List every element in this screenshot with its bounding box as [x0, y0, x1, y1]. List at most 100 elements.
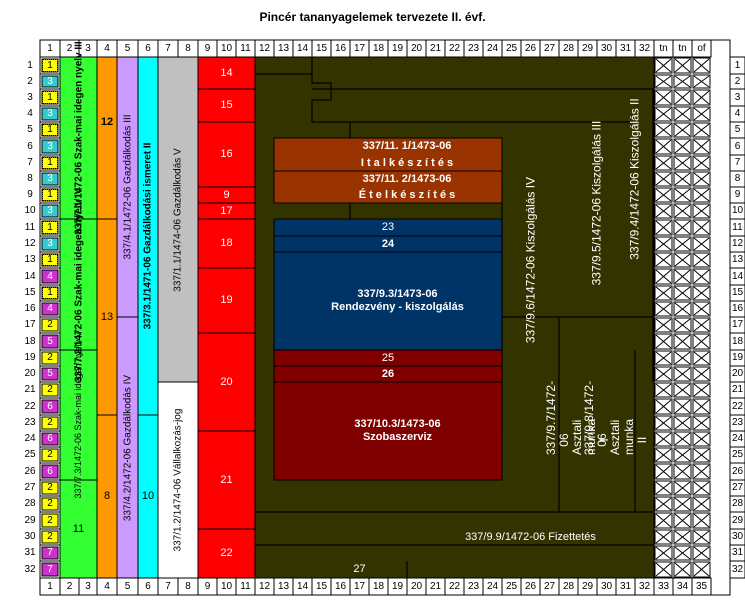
column-header-17: 17: [353, 42, 366, 54]
row-number-left: 16: [24, 303, 36, 315]
x-mark: [655, 237, 672, 251]
small-cell-value: 3: [47, 75, 53, 87]
row-number-left: 28: [24, 498, 36, 510]
x-mark: [655, 383, 672, 397]
block-26-label: 26: [381, 367, 395, 380]
small-cell-value: 6: [47, 465, 53, 477]
row-number-right: 32: [731, 563, 744, 575]
row-number-right: 15: [731, 287, 744, 299]
gazd4-label: 337/4.2/1472-06 Gazdálkodás IV: [122, 374, 133, 521]
row-number-right: 21: [731, 384, 744, 396]
x-mark: [674, 464, 691, 479]
column-header-25: 25: [505, 42, 518, 54]
red-block-22: [197, 528, 256, 579]
bracket-top: [255, 57, 332, 122]
block-11: [59, 479, 98, 579]
x-mark: [693, 156, 710, 170]
row-number-right: 19: [731, 352, 744, 364]
row-number-right: 18: [731, 335, 744, 347]
x-mark: [655, 481, 672, 495]
szobaszerviz-label: 337/10.3/1473-06 Szobaszerviz: [354, 418, 441, 443]
red-block-19: [197, 267, 256, 334]
column-header-26: 26: [524, 42, 537, 54]
x-mark: [693, 513, 710, 528]
column-footer-35: 35: [695, 580, 708, 592]
column-header-21: 21: [429, 42, 442, 54]
column-header-30: 30: [600, 42, 613, 54]
gazd3-label: 337/4.1/1472-06 Gazdálkodás III: [122, 114, 133, 260]
x-mark: [674, 253, 691, 267]
column-footer-32: 32: [638, 580, 651, 592]
row-number-right: 30: [731, 531, 744, 543]
x-mark: [674, 302, 691, 316]
row-number-left: 20: [24, 368, 36, 380]
row-number-right: 31: [731, 547, 744, 559]
small-cell: [41, 481, 59, 495]
small-cell: [41, 107, 59, 121]
etel-code: 337/11. 2/1473-06: [362, 172, 452, 185]
column-footer-33: 33: [657, 580, 670, 592]
small-cell-value: 2: [47, 482, 53, 494]
small-cell-value: 2: [47, 531, 53, 543]
column-header-23: 23: [467, 42, 480, 54]
block-24-label: 24: [381, 237, 395, 250]
column-footer-10: 10: [220, 580, 233, 592]
block-25-label: 25: [381, 351, 395, 364]
x-mark: [655, 318, 672, 332]
vallalkozas-label: 337/1.2/1474-06 Vállalkozás-jog: [172, 408, 184, 552]
x-mark: [674, 334, 691, 349]
column-header-32: 32: [638, 42, 651, 54]
x-mark: [674, 432, 691, 446]
x-mark: [674, 286, 691, 300]
column-header-22: 22: [448, 42, 461, 54]
x-mark: [674, 123, 691, 137]
x-mark: [674, 75, 691, 88]
x-mark: [693, 90, 710, 105]
small-cell: [41, 334, 59, 349]
small-cell: [41, 237, 59, 251]
gazd5-block: [157, 56, 199, 383]
x-mark: [674, 448, 691, 462]
small-cell-value: 3: [47, 108, 53, 120]
row-number-right: 26: [731, 465, 744, 477]
row-number-right: 1: [734, 59, 741, 71]
red-block-label-14: 14: [220, 66, 233, 79]
x-mark: [674, 188, 691, 202]
row-number-left: 17: [24, 319, 36, 331]
x-mark: [674, 139, 691, 154]
x-mark: [693, 351, 710, 365]
x-mark: [674, 269, 691, 284]
corner: [730, 40, 745, 57]
small-cell-value: 1: [42, 189, 58, 201]
small-cell-value: 4: [47, 303, 53, 315]
x-mark: [655, 367, 672, 381]
column-header-34: tn: [678, 42, 687, 54]
row-number-right: 6: [734, 140, 741, 152]
column-footer-4: 4: [104, 580, 110, 592]
small-cell-value: 2: [47, 352, 53, 364]
x-mark: [655, 269, 672, 284]
kiszolgalas3-label: 337/9.5/1472-06 Kiszolgálás III: [589, 120, 604, 286]
small-cell: [41, 562, 59, 577]
ismeret2-label: 337/3.1/1471-06 Gazdálkodási ismeret II: [142, 142, 154, 330]
asztali2-label: 337/9.8/1472-06 Asztali munka II: [582, 380, 649, 455]
small-cell: [41, 302, 59, 316]
row-number-right: 25: [731, 449, 744, 461]
row-number-right: 17: [731, 319, 744, 331]
x-mark: [674, 107, 691, 121]
small-cell: [41, 546, 59, 560]
row-number-left: 31: [24, 547, 36, 559]
small-cell-value: 1: [42, 59, 58, 72]
small-cell: [41, 530, 59, 544]
row-number-left: 7: [27, 157, 33, 169]
row-number-left: 26: [24, 465, 36, 477]
x-mark: [655, 448, 672, 462]
column-footer-19: 19: [391, 580, 404, 592]
x-mark: [655, 286, 672, 300]
column-footer-14: 14: [296, 580, 309, 592]
row-number-left: 2: [27, 75, 33, 87]
column-footer-15: 15: [315, 580, 328, 592]
column-footer-21: 21: [429, 580, 442, 592]
row-number-left: 23: [24, 417, 36, 429]
x-mark: [674, 562, 691, 577]
